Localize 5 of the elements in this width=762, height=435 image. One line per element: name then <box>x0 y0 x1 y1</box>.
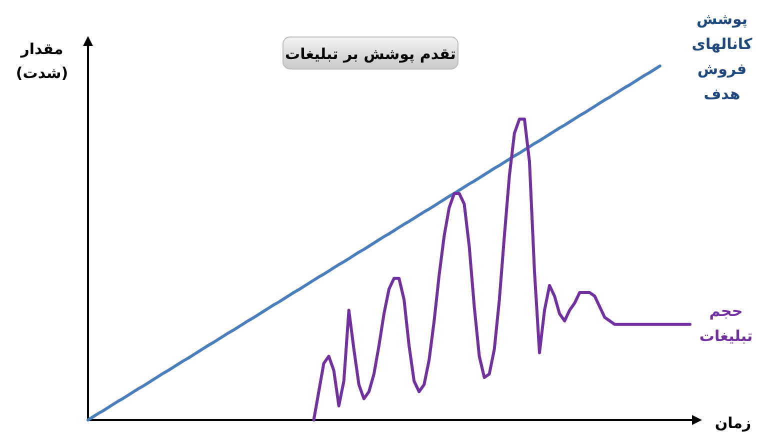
x-axis-title: زمان <box>714 414 752 432</box>
text: پوشش کانالهای فروش هدف <box>692 10 753 103</box>
y-axis-title: مقدار (شدت) <box>16 40 68 82</box>
series-label: حجم تبلیغات <box>699 302 753 345</box>
chart-title: تقدم پوشش بر تبلیغات <box>285 45 456 63</box>
